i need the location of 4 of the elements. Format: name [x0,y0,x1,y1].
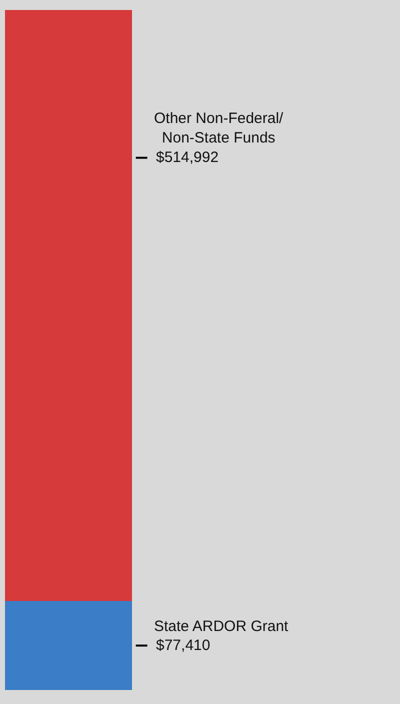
series-label: Other Non-Federal/ Non-State Funds [154,110,284,146]
data-label: $77,410 [156,637,210,654]
data-label: $514,992 [156,149,219,166]
series-label: State ARDOR Grant [154,618,290,635]
